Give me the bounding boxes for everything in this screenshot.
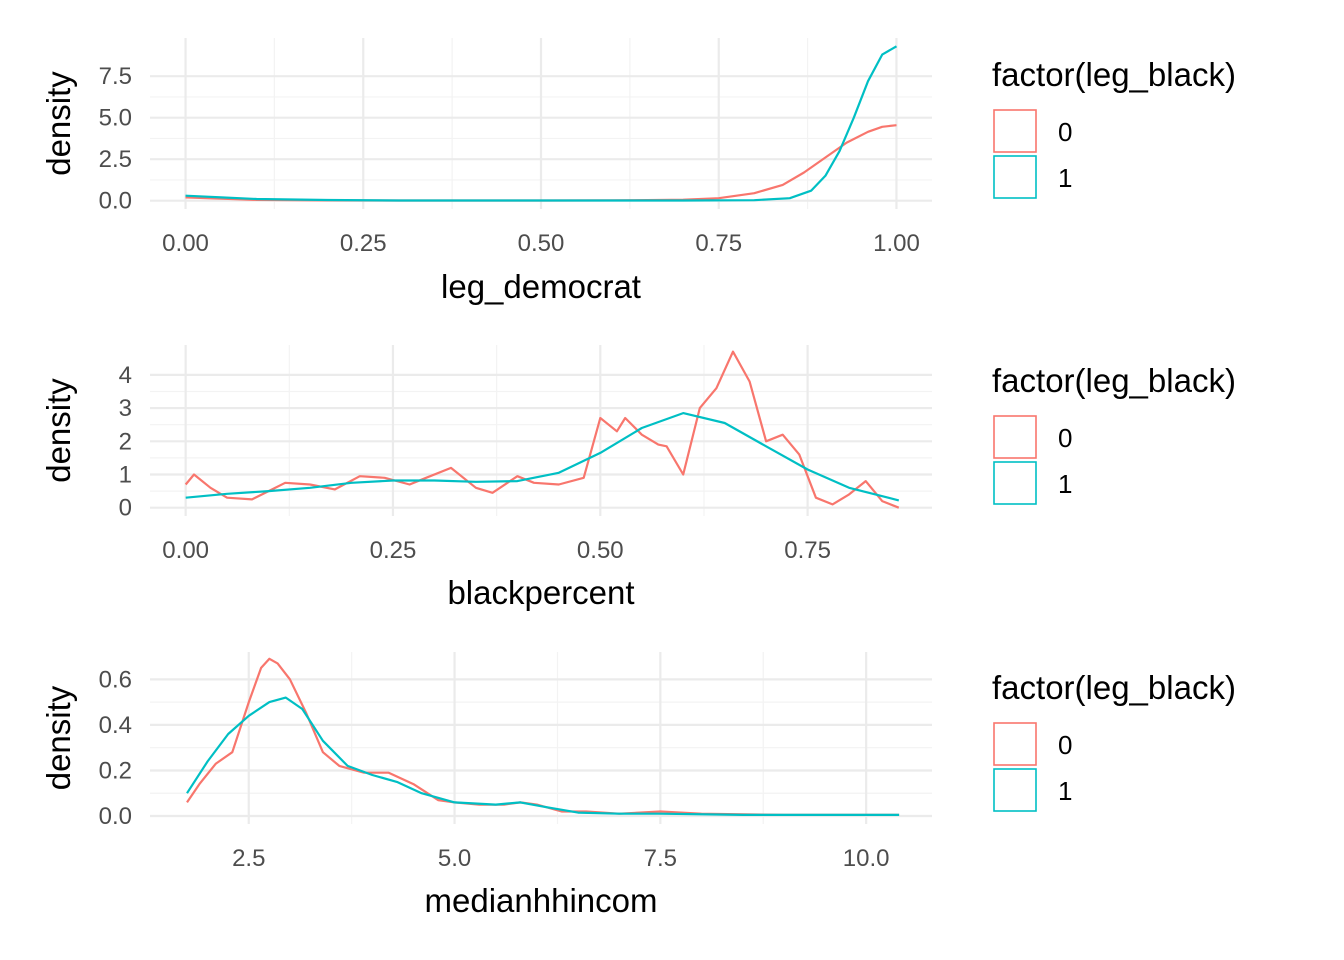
legend-key-0 [993,109,1037,153]
x-axis-title: medianhhincom [425,882,658,919]
density-curve-series-1 [186,696,900,816]
y-axis-title: density [40,685,77,790]
density-curve-series-0 [184,350,900,509]
x-tick-label: 0.25 [370,537,417,564]
x-tick-label: 0.00 [162,537,209,564]
y-tick-label: 7.5 [99,63,132,90]
x-tick-label: 10.0 [843,845,890,872]
legend: factor(leg_black) 0 1 [992,56,1236,199]
y-tick-label: 2.5 [99,146,132,173]
y-tick-label: 0.4 [99,712,132,739]
x-tick-label: 0.50 [577,537,624,564]
x-tick-label: 2.5 [232,845,265,872]
legend-title: factor(leg_black) [992,56,1236,93]
legend-label-0: 0 [1058,117,1072,147]
x-tick-label: 0.00 [162,230,209,257]
x-tick-label: 5.0 [438,845,471,872]
y-tick-label: 2 [119,428,132,455]
legend-key-1 [993,461,1037,505]
x-tick-label: 0.25 [340,230,387,257]
legend-key-1 [993,155,1037,199]
density-panel-2: 0.00 0.25 0.50 0.75 0 1 2 3 4 blackpercent density… [40,345,1236,611]
legend-label-0: 0 [1058,423,1072,453]
y-tick-label: 0.0 [99,803,132,830]
density-curve-series-1 [185,412,900,502]
x-tick-label: 0.50 [518,230,565,257]
y-tick-label: 1 [119,461,132,488]
density-panel-3: 2.5 5.0 7.5 10.0 0.0 0.2 0.4 0.6 medianhhincom de… [40,652,1236,919]
density-curve-series-0 [186,657,900,816]
legend-title: factor(leg_black) [992,362,1236,399]
x-tick-label: 0.75 [695,230,742,257]
x-axis-title: blackpercent [447,574,634,611]
legend-key-0 [993,722,1037,766]
legend-title: factor(leg_black) [992,669,1236,706]
y-tick-label: 5.0 [99,105,132,132]
density-panel-1: 0.00 0.25 0.50 0.75 1.00 0.0 2.5 5.0 7.5 leg_demo… [40,38,1236,305]
legend-label-1: 1 [1058,163,1072,193]
legend: factor(leg_black) 0 1 [992,669,1236,812]
density-curve-series-1 [185,45,898,202]
legend: factor(leg_black) 0 1 [992,362,1236,505]
legend-label-0: 0 [1058,730,1072,760]
y-tick-label: 3 [119,395,132,422]
legend-key-1 [993,768,1037,812]
y-axis-title: density [40,378,77,483]
x-tick-label: 0.75 [784,537,831,564]
y-tick-label: 4 [119,362,132,389]
legend-label-1: 1 [1058,469,1072,499]
y-tick-label: 0.2 [99,757,132,784]
y-tick-label: 0.0 [99,188,132,215]
y-axis-title: density [40,71,77,176]
x-tick-label: 7.5 [644,845,677,872]
legend-label-1: 1 [1058,776,1072,806]
x-axis-title: leg_democrat [441,268,641,305]
x-tick-label: 1.00 [873,230,920,257]
legend-key-0 [993,415,1037,459]
y-tick-label: 0 [119,495,132,522]
y-tick-label: 0.6 [99,666,132,693]
